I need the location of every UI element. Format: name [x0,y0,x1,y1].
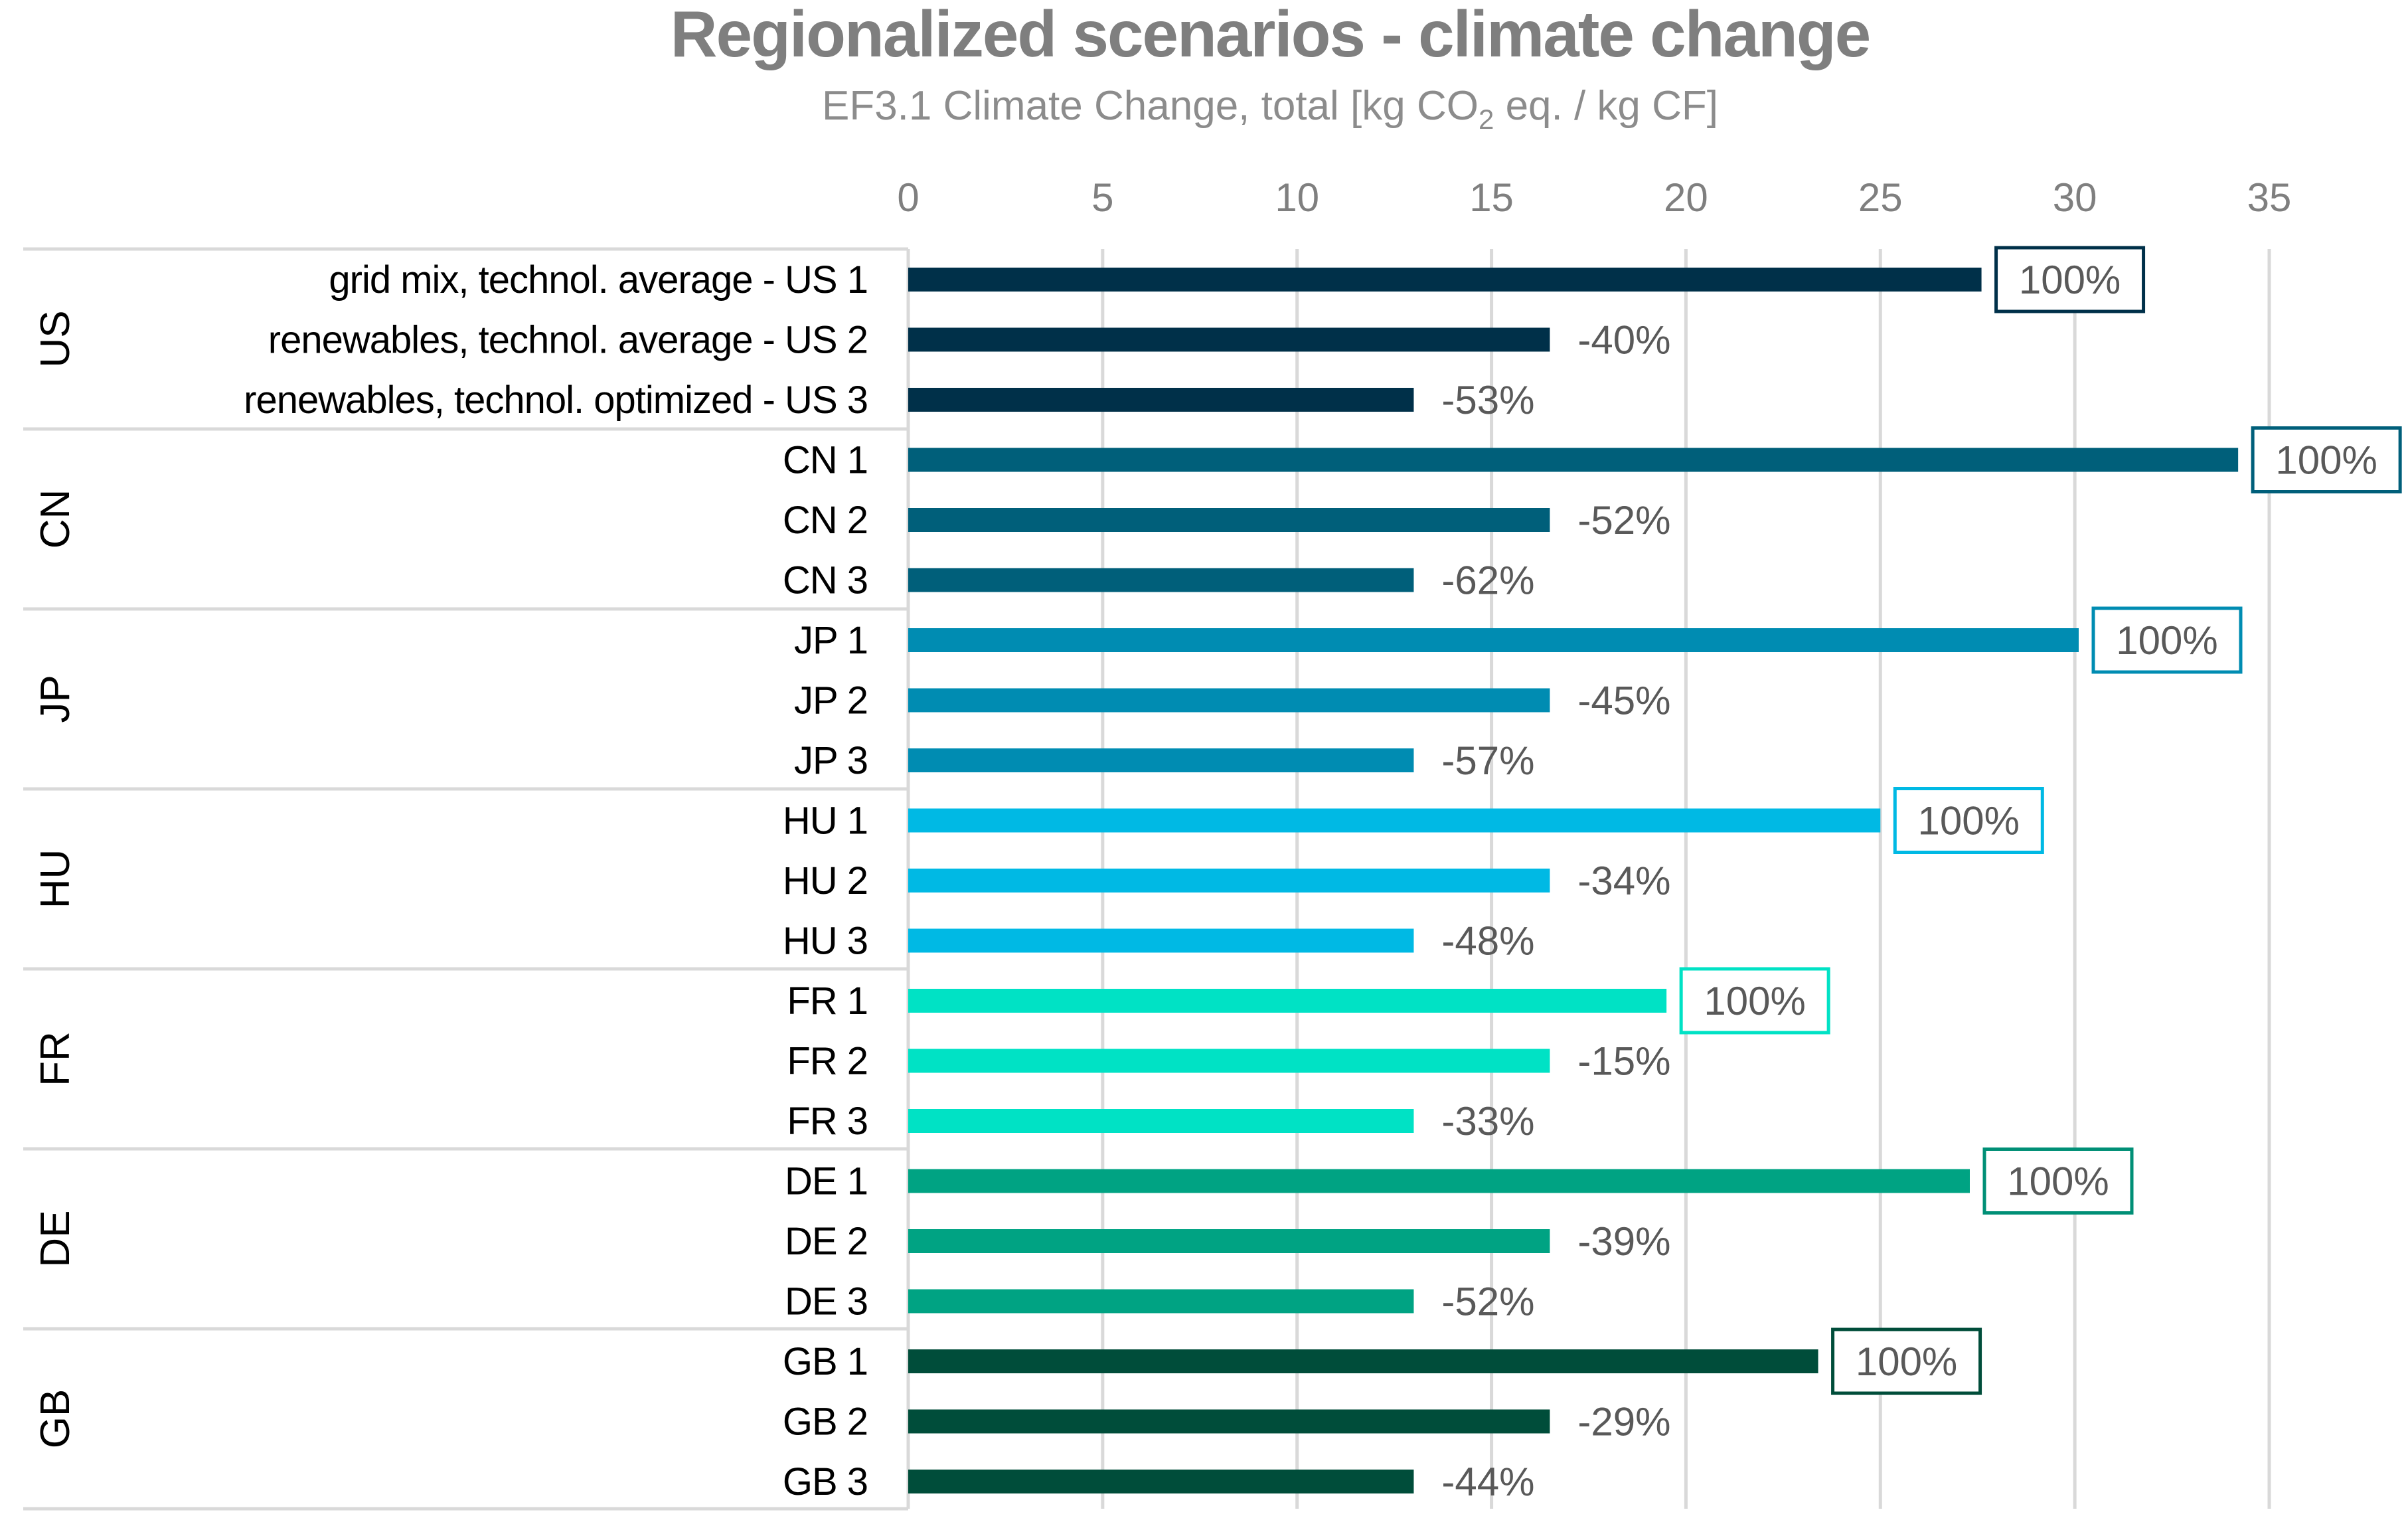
data-label-box [2091,606,2243,674]
bar [908,1169,1970,1193]
subtitle-subscript: 2 [1479,104,1494,135]
data-label: 100% [2007,1159,2109,1204]
data-label: -44% [1441,1460,1534,1504]
group-label: FR [33,1031,78,1086]
x-tick-label: 0 [897,175,919,220]
category-labels: grid mix, technol. average - US 1 renewab… [244,258,868,1503]
bar [908,1409,1550,1434]
annotations: 100% -40% -53% 100% -52% -62% 100% -45% -57% 100%… [1441,246,2402,1504]
data-label: -48% [1441,919,1534,964]
x-tick-label: 15 [1469,175,1514,220]
category-label: CN 2 [783,499,868,542]
data-label-box [1893,787,2044,854]
category-label: FR 2 [787,1040,868,1083]
category-label: GB 2 [783,1401,868,1444]
bar [908,1229,1550,1253]
bar [908,268,1982,292]
data-label: -52% [1577,498,1670,543]
category-label: GB 3 [783,1460,868,1503]
group-label: HU [33,849,78,909]
data-label: -15% [1577,1039,1670,1084]
data-label: -53% [1441,378,1534,422]
bar [908,808,1881,833]
bar [908,1470,1414,1493]
bar [908,568,1414,592]
bar [908,688,1550,713]
x-tick-label: 5 [1091,175,1113,220]
category-label: HU 1 [783,800,868,843]
data-label: -33% [1441,1099,1534,1144]
bar [908,448,2239,472]
subtitle-main: EF3.1 Climate Change, total [kg CO [822,83,1479,129]
chart-header: Regionalized scenarios - climate change … [671,0,1871,135]
data-label: 100% [1704,979,1805,1023]
bar [908,1349,1818,1373]
x-tick-label: 35 [2247,175,2292,220]
group-label: US [33,310,78,367]
category-label: renewables, technol. average - US 2 [268,319,868,362]
data-label-box [1679,967,1830,1035]
bar [908,748,1414,772]
bar [908,1049,1550,1073]
data-label: -45% [1577,679,1670,723]
data-label-box [1982,1148,2134,1215]
bar [908,928,1414,953]
data-label: -34% [1577,859,1670,903]
subtitle-rest: eq. / kg CF] [1494,83,1718,129]
bar [908,508,1550,532]
bar [908,1289,1414,1314]
data-label: -57% [1441,738,1534,783]
data-label: -29% [1577,1400,1670,1444]
category-label: HU 2 [783,859,868,902]
data-label: -39% [1577,1219,1670,1264]
category-label: DE 2 [785,1220,868,1263]
group-labels: US CN JP HU FR DE GB [33,310,78,1448]
x-tick-label: 30 [2053,175,2097,220]
category-label: CN 3 [783,559,868,602]
data-label: -52% [1441,1280,1534,1324]
category-label: FR 3 [787,1100,868,1143]
x-tick-label: 10 [1275,175,1319,220]
bar [908,869,1550,892]
bar [908,327,1550,352]
category-label: GB 1 [783,1340,868,1383]
category-label: JP 2 [794,679,868,722]
category-label: renewables, technol. optimized - US 3 [244,379,868,422]
group-label: DE [33,1210,78,1267]
category-label: FR 1 [787,979,868,1023]
x-tick-label: 25 [1858,175,1903,220]
group-label: CN [33,489,78,549]
bar [908,388,1414,412]
category-label: DE 1 [785,1160,868,1203]
category-label: HU 3 [783,920,868,963]
group-dividers [23,247,908,1511]
data-label: 100% [2116,618,2217,663]
chart-title: Regionalized scenarios - climate change [671,0,1870,70]
data-label: 100% [2275,438,2377,483]
data-label: -62% [1441,558,1534,603]
category-label: DE 3 [785,1280,868,1323]
group-label: JP [33,675,78,722]
category-label: JP 3 [794,739,868,782]
group-label: GB [33,1389,78,1449]
data-label: 100% [2019,258,2121,302]
chart-subtitle: EF3.1 Climate Change, total [kg CO2 eq. … [822,83,1718,135]
data-label: -40% [1577,318,1670,363]
data-label-box [2251,426,2402,493]
data-label-box [1994,246,2146,313]
x-axis-ticks: 0 5 10 15 20 25 30 35 [897,175,2291,220]
category-label: grid mix, technol. average - US 1 [329,258,868,301]
data-label: 100% [1918,799,2020,843]
category-label: JP 1 [794,619,868,662]
bar [908,628,2079,652]
bar [908,989,1667,1013]
category-label: CN 1 [783,439,868,482]
data-label-box [1831,1327,1982,1395]
bar [908,1109,1414,1133]
x-tick-label: 20 [1664,175,1708,220]
bars [908,268,2239,1493]
data-label: 100% [1856,1339,1957,1384]
